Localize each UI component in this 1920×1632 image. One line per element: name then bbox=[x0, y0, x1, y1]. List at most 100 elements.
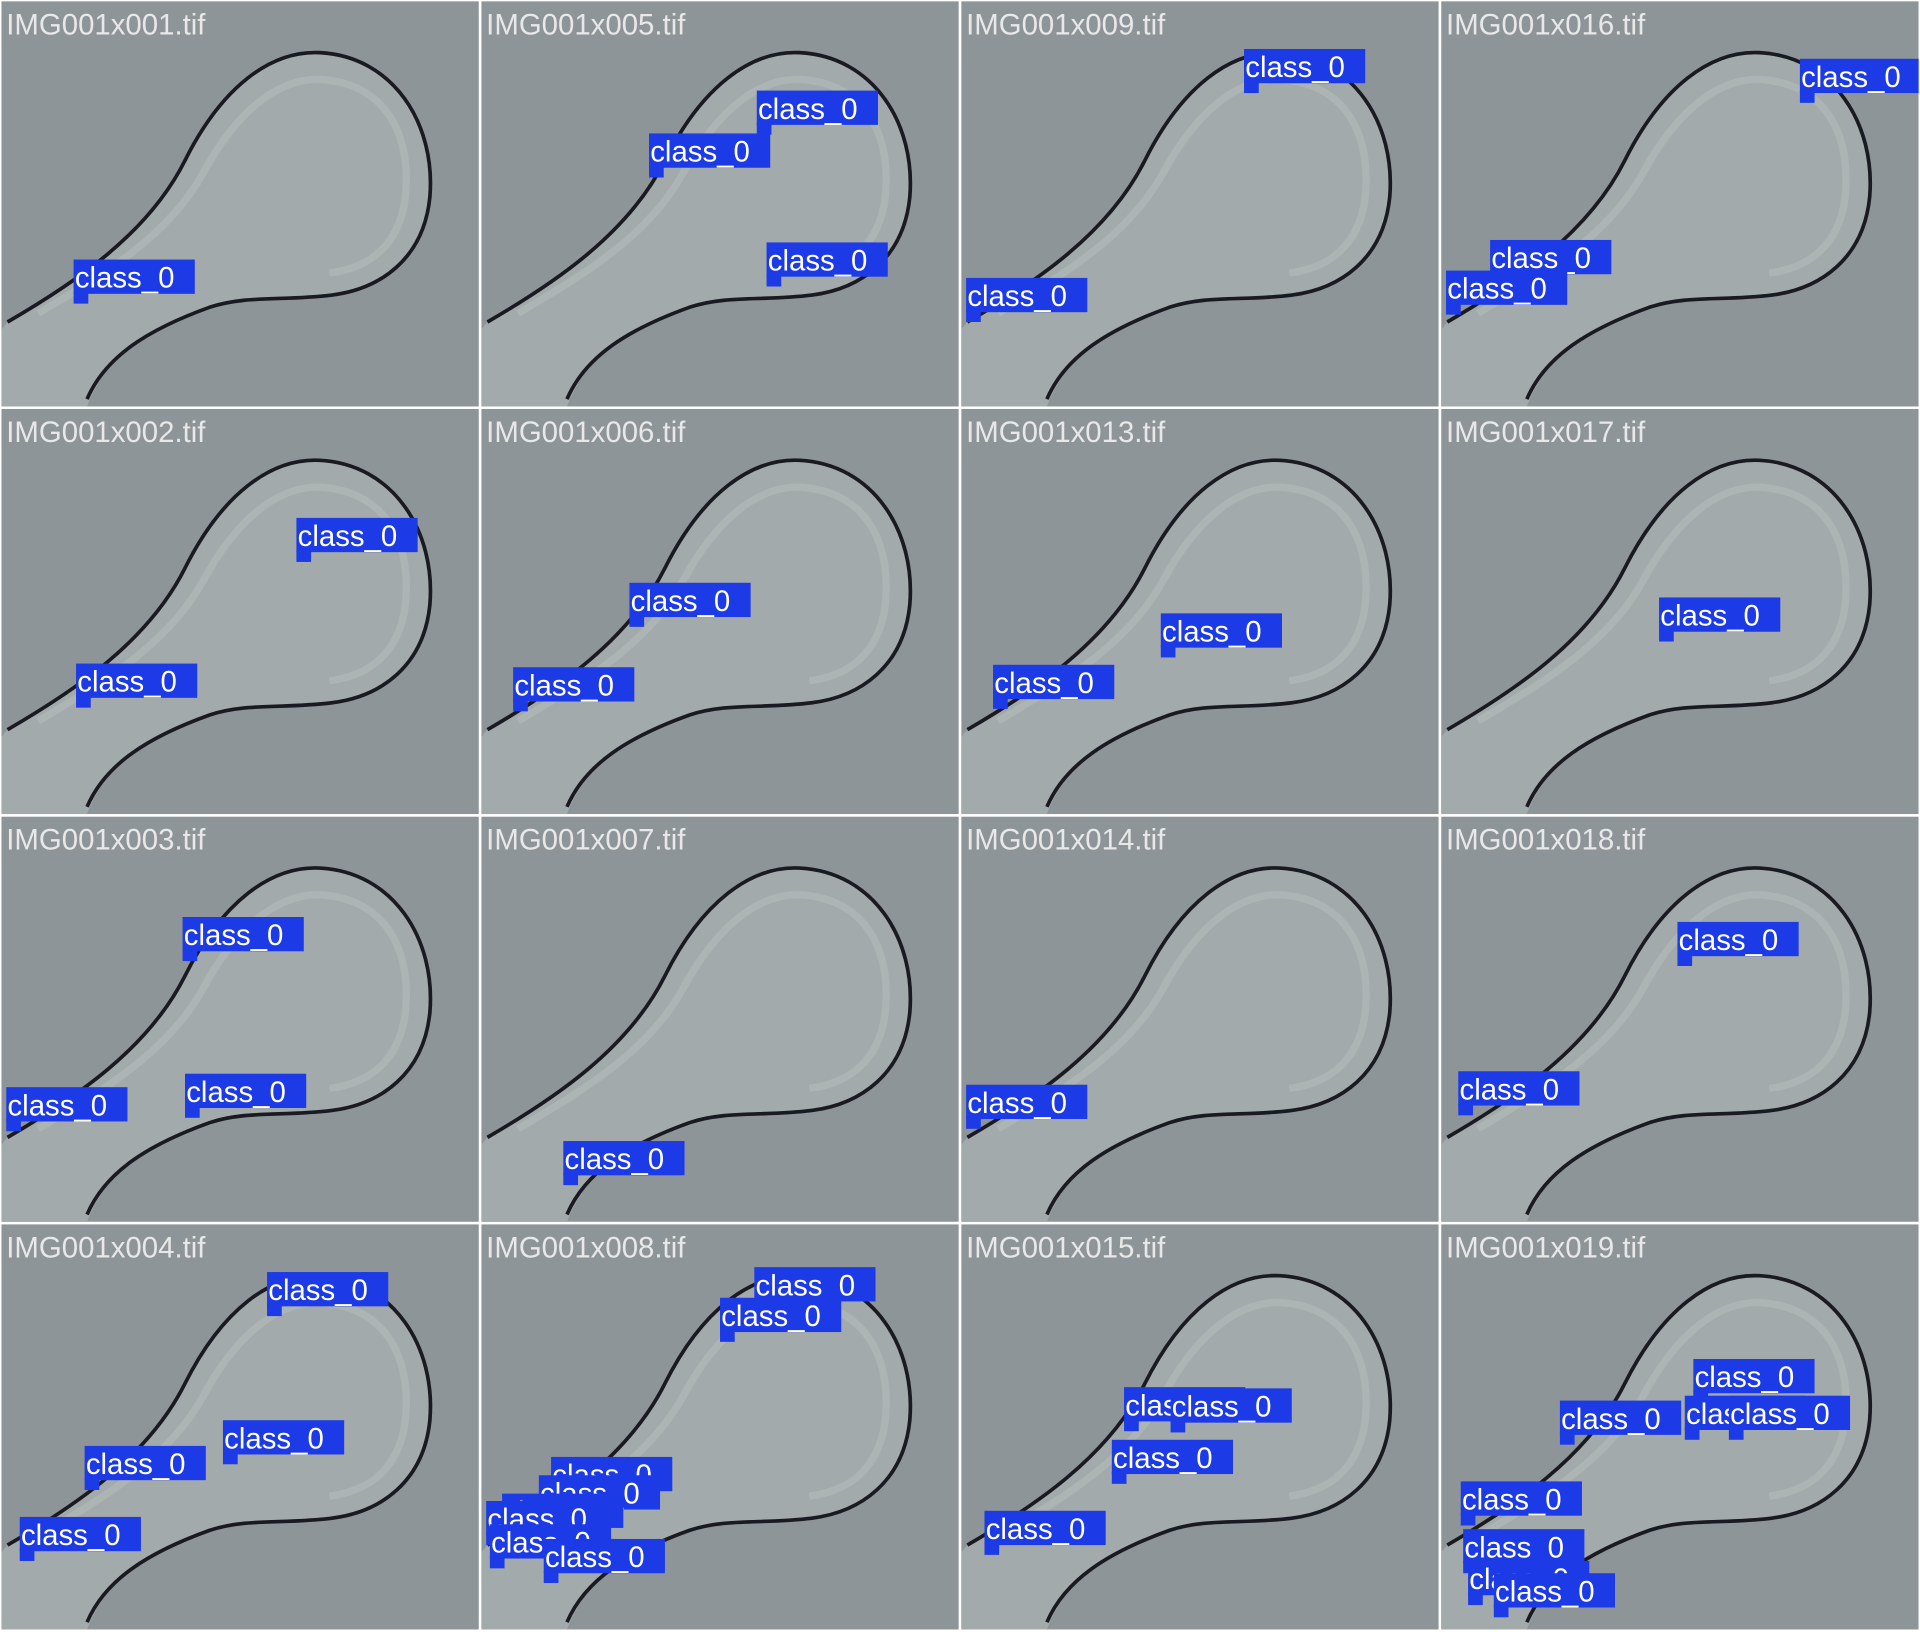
box-corner bbox=[182, 948, 198, 962]
filename: IMG001x007.tif bbox=[486, 824, 686, 857]
box-corner bbox=[543, 1570, 559, 1584]
box-corner bbox=[766, 274, 782, 287]
box-corner bbox=[489, 1556, 505, 1569]
box-corner bbox=[1728, 1427, 1744, 1440]
tile: IMG001x004.tifclass_0class_0class_0class… bbox=[1, 1224, 478, 1629]
label-bg bbox=[720, 1297, 842, 1333]
micrograph bbox=[1, 409, 478, 814]
label: class_0 bbox=[224, 1422, 324, 1455]
tile: IMG001x013.tif class_0 class_0 bbox=[961, 409, 1438, 814]
label: class_0 bbox=[1491, 242, 1591, 275]
filename: IMG001x009.tif bbox=[966, 8, 1166, 41]
label: class_0 bbox=[21, 1519, 121, 1552]
filename: IMG001x005.tif bbox=[486, 8, 686, 41]
box-corner bbox=[1559, 1432, 1575, 1445]
box-corner bbox=[222, 1452, 238, 1465]
label-bg bbox=[966, 1084, 1088, 1120]
filename: IMG001x018.tif bbox=[1446, 824, 1646, 857]
label: class_0 bbox=[298, 520, 398, 553]
label-bg bbox=[629, 582, 751, 618]
label-bg bbox=[1799, 58, 1919, 94]
box-corner bbox=[563, 1172, 579, 1186]
label: class_0 bbox=[1561, 1403, 1661, 1436]
box-corner bbox=[1124, 1418, 1139, 1432]
micrograph bbox=[961, 817, 1438, 1222]
filename: IMG001x016.tif bbox=[1446, 8, 1646, 41]
label: class_0 bbox=[1245, 51, 1345, 84]
tile: IMG001x014.tif class_0 bbox=[961, 817, 1438, 1222]
label-bg bbox=[984, 1510, 1106, 1546]
filename: IMG001x003.tif bbox=[6, 824, 206, 857]
micrograph bbox=[961, 1224, 1438, 1629]
filename: IMG001x008.tif bbox=[486, 1231, 686, 1264]
box-corner bbox=[1244, 80, 1259, 94]
label: class_0 bbox=[721, 1300, 821, 1333]
label-bg bbox=[19, 1516, 141, 1552]
box-corner bbox=[185, 1105, 200, 1118]
box-corner bbox=[756, 122, 772, 135]
box-corner bbox=[513, 699, 528, 712]
micrograph bbox=[1, 1, 478, 406]
tile: IMG001x009.tif class_0 class_0 bbox=[961, 1, 1438, 406]
label: class_0 bbox=[184, 919, 284, 952]
tile: IMG001x001.tif class_0 bbox=[1, 1, 478, 406]
label: class_0 bbox=[1113, 1442, 1213, 1475]
label: class_0 bbox=[186, 1076, 286, 1109]
label: class_0 bbox=[7, 1089, 107, 1122]
label-bg bbox=[1490, 239, 1612, 275]
box-corner bbox=[6, 1119, 21, 1132]
label: class_0 bbox=[77, 666, 177, 699]
label: class_0 bbox=[967, 280, 1067, 313]
filename: IMG001x019.tif bbox=[1446, 1231, 1646, 1264]
label-bg bbox=[1170, 1388, 1292, 1423]
label: class_0 bbox=[1462, 1484, 1562, 1517]
label: class_0 bbox=[1730, 1398, 1830, 1431]
tile: IMG001x007.tif class_0 bbox=[481, 817, 958, 1222]
box-corner bbox=[1460, 1513, 1476, 1526]
label-bg bbox=[1460, 1481, 1582, 1516]
micrograph bbox=[961, 409, 1438, 814]
label-bg bbox=[649, 133, 771, 168]
box-corner bbox=[1170, 1420, 1186, 1433]
label-bg bbox=[1244, 48, 1366, 84]
label-bg bbox=[222, 1420, 345, 1455]
box-corner bbox=[1493, 1605, 1509, 1618]
label-bg bbox=[1559, 1400, 1682, 1435]
tile: IMG001x018.tif class_0 class_0 bbox=[1441, 817, 1918, 1222]
label: class_0 bbox=[1679, 924, 1779, 957]
label: class_0 bbox=[650, 136, 750, 169]
label: class_0 bbox=[631, 585, 731, 618]
tile: IMG001x002.tif class_0 class_0 bbox=[1, 409, 478, 814]
label-bg bbox=[1677, 921, 1799, 957]
micrograph bbox=[481, 1, 958, 406]
box-corner bbox=[993, 696, 1008, 709]
label: class_0 bbox=[967, 1087, 1067, 1120]
box-corner bbox=[19, 1548, 35, 1561]
label: class_0 bbox=[1460, 1073, 1560, 1106]
tile: IMG001x006.tif class_0 class_0 bbox=[481, 409, 958, 814]
box-corner bbox=[1799, 90, 1815, 103]
box-corner bbox=[720, 1329, 735, 1342]
box-corner bbox=[966, 309, 981, 322]
label-bg bbox=[1493, 1573, 1616, 1608]
label-bg bbox=[543, 1538, 665, 1574]
filename: IMG001x015.tif bbox=[966, 1231, 1166, 1264]
label-bg bbox=[182, 917, 304, 952]
box-corner bbox=[1160, 645, 1176, 658]
label: class_0 bbox=[758, 93, 858, 126]
label: class_0 bbox=[1464, 1531, 1564, 1564]
tile: IMG001x017.tif class_0 bbox=[1441, 409, 1918, 814]
filename: IMG001x013.tif bbox=[966, 416, 1166, 449]
label-bg bbox=[993, 664, 1115, 700]
micrograph bbox=[961, 1, 1438, 406]
tile: IMG001x015.tifclass_0class_0class_0class… bbox=[961, 1224, 1438, 1629]
box-corner bbox=[966, 1116, 981, 1129]
label-bg bbox=[1659, 597, 1781, 632]
label: class_0 bbox=[565, 1143, 665, 1176]
label: class_0 bbox=[1447, 273, 1547, 306]
label-bg bbox=[73, 259, 195, 294]
box-corner bbox=[76, 695, 91, 708]
box-corner bbox=[267, 1303, 282, 1317]
